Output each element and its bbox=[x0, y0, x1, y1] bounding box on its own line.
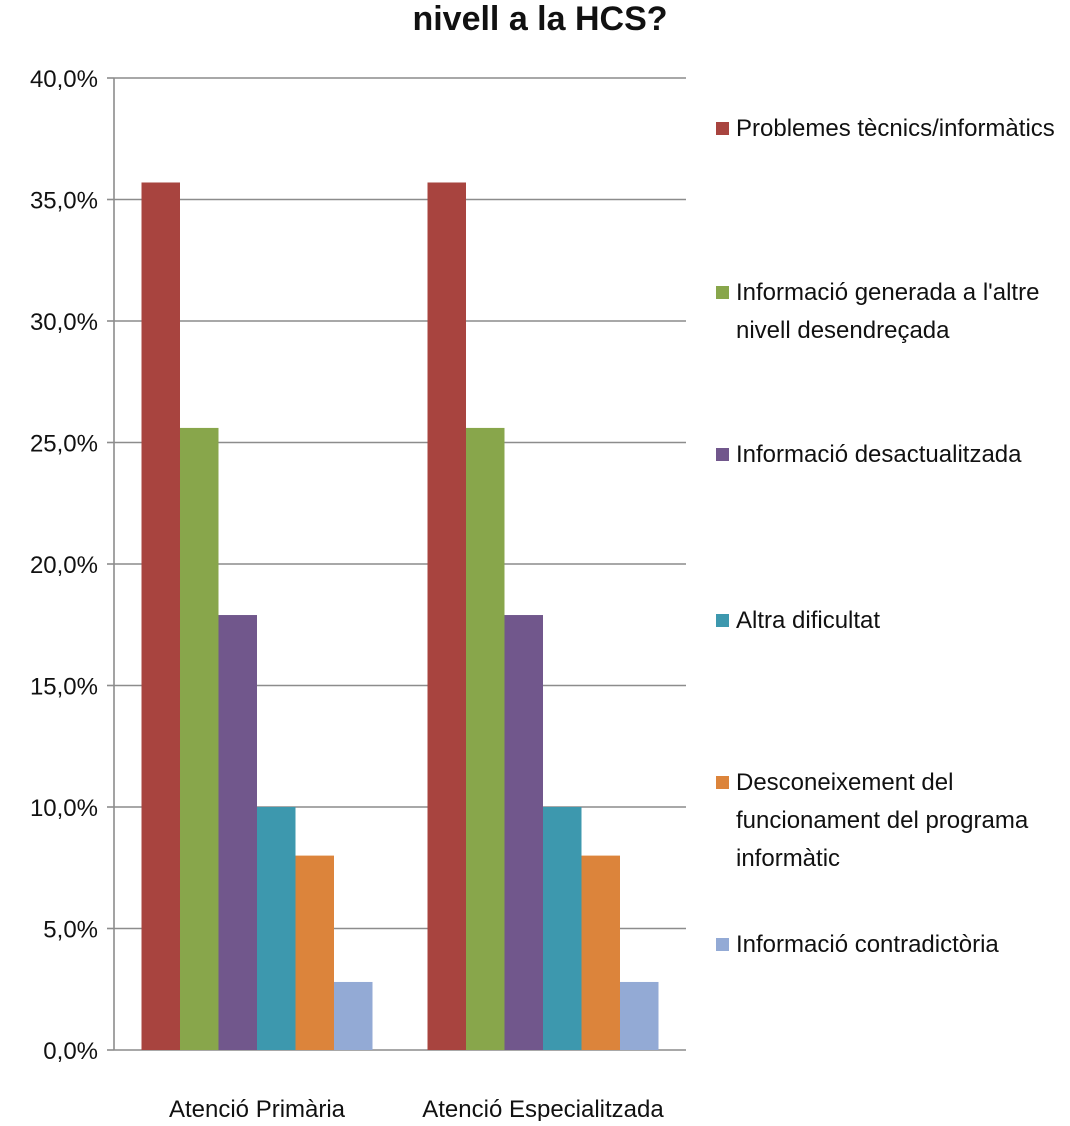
legend-label: informàtic bbox=[736, 845, 840, 872]
y-tick-label: 15,0% bbox=[30, 674, 98, 701]
y-tick-label: 5,0% bbox=[43, 917, 98, 944]
x-category-label: Atenció Especialitzada bbox=[422, 1096, 664, 1121]
legend-label: Problemes tècnics/informàtics bbox=[736, 115, 1055, 142]
x-category-label: Atenció Primària bbox=[169, 1096, 346, 1121]
chart-title: nivell a la HCS? bbox=[412, 0, 667, 38]
legend-swatch bbox=[716, 776, 729, 789]
legend-swatch bbox=[716, 122, 729, 135]
bar bbox=[334, 981, 373, 1050]
bar bbox=[504, 615, 543, 1050]
bar bbox=[620, 981, 659, 1050]
bar bbox=[581, 855, 620, 1050]
legend-label: Altra dificultat bbox=[736, 607, 880, 634]
y-axis: 0,0% 5,0% 10,0% 15,0% 20,0% 25,0% 30,0% 35,0% 40… bbox=[30, 66, 115, 1065]
legend: Problemes tècnics/informàtics Informació … bbox=[716, 115, 1055, 958]
bar bbox=[466, 427, 505, 1050]
legend-label: funcionament del programa bbox=[736, 807, 1029, 834]
y-tick-label: 40,0% bbox=[30, 66, 98, 93]
y-tick-label: 0,0% bbox=[43, 1038, 98, 1065]
bars bbox=[141, 182, 659, 1051]
bar bbox=[218, 615, 257, 1050]
legend-label: Desconeixement del bbox=[736, 769, 953, 796]
legend-swatch bbox=[716, 614, 729, 627]
legend-label: Informació generada a l'altre bbox=[736, 279, 1039, 306]
bar bbox=[141, 182, 180, 1051]
bar bbox=[427, 182, 466, 1051]
y-tick-label: 10,0% bbox=[30, 795, 98, 822]
legend-label: Informació contradictòria bbox=[736, 931, 999, 958]
bar bbox=[180, 427, 219, 1050]
legend-swatch bbox=[716, 938, 729, 951]
x-axis: Atenció Primària Atenció Especialitzada bbox=[169, 1096, 664, 1123]
y-tick-label: 30,0% bbox=[30, 309, 98, 336]
y-tick-label: 35,0% bbox=[30, 188, 98, 215]
y-tick-label: 25,0% bbox=[30, 431, 98, 458]
bar bbox=[543, 807, 582, 1050]
legend-swatch bbox=[716, 286, 729, 299]
y-tick-label: 20,0% bbox=[30, 552, 98, 579]
legend-swatch bbox=[716, 448, 729, 461]
legend-label: Informació desactualitzada bbox=[736, 441, 1022, 468]
legend-label: nivell desendreçada bbox=[736, 317, 950, 344]
bar bbox=[257, 807, 296, 1050]
bar bbox=[295, 855, 334, 1050]
